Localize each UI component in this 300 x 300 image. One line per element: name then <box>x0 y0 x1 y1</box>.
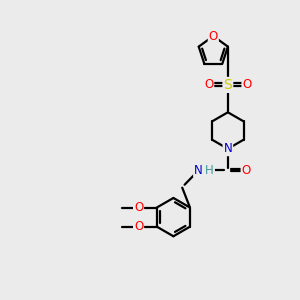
Text: N: N <box>224 142 232 155</box>
Text: O: O <box>242 78 252 92</box>
Text: O: O <box>134 201 143 214</box>
Text: O: O <box>134 220 143 233</box>
Text: O: O <box>204 78 213 92</box>
Text: N: N <box>194 164 203 176</box>
Text: H: H <box>205 164 214 176</box>
Text: O: O <box>209 30 218 43</box>
Text: O: O <box>242 164 251 176</box>
Text: S: S <box>224 78 232 92</box>
